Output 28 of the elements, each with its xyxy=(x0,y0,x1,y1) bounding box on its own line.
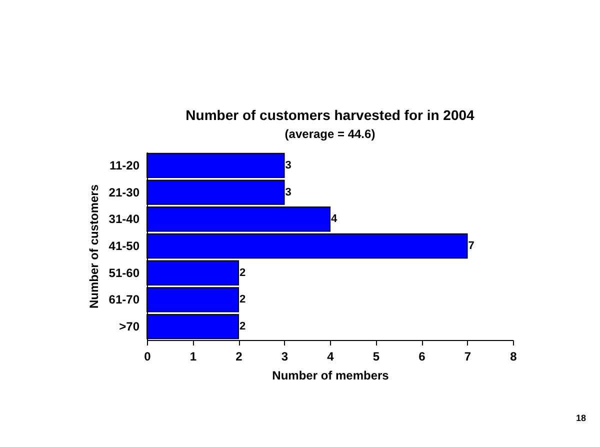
y-axis-title: Number of customers xyxy=(86,184,101,309)
data-label: 7 xyxy=(468,240,474,252)
data-label: 2 xyxy=(240,320,246,333)
data-label: 2 xyxy=(240,294,246,306)
text: 18 xyxy=(576,413,586,423)
chart-title: Number of customers harvested for in 2004 xyxy=(186,107,475,123)
y-tick-label: 61-70 xyxy=(108,292,140,307)
y-tick-label: >70 xyxy=(119,320,140,334)
data-label: 3 xyxy=(285,186,292,198)
y-tick-label: 21-30 xyxy=(108,185,140,200)
data-label: 4 xyxy=(331,213,338,226)
x-tick-label: 6 xyxy=(418,350,426,364)
x-tick-label: 5 xyxy=(372,350,380,364)
y-tick-label: 11-20 xyxy=(109,158,140,172)
x-tick-label: 1 xyxy=(190,350,197,364)
data-label: 2 xyxy=(240,266,246,279)
data-label: 3 xyxy=(285,159,292,172)
y-tick-label: 41-50 xyxy=(108,239,140,253)
x-axis-title: Number of members xyxy=(272,368,390,382)
x-tick-label: 0 xyxy=(144,350,152,364)
x-tick-label: 2 xyxy=(236,350,243,364)
y-tick-label: 51-60 xyxy=(108,266,140,280)
x-tick-label: 7 xyxy=(464,350,472,364)
x-tick-label: 4 xyxy=(327,350,334,364)
x-tick-label: 8 xyxy=(510,350,518,364)
x-tick-label: 3 xyxy=(281,350,288,364)
y-tick-label: 31-40 xyxy=(108,212,140,226)
chart-subtitle: (average = 44.6) xyxy=(284,127,376,141)
